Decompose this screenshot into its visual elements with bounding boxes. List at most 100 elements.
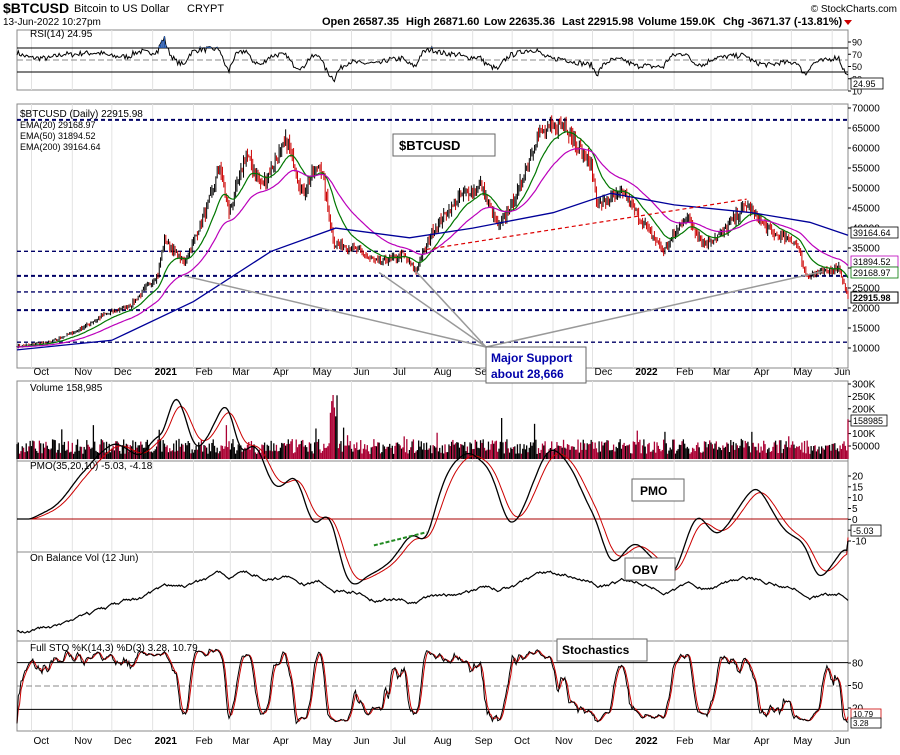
price-tick-label: 45000 — [852, 204, 880, 215]
svg-text:Major Support: Major Support — [491, 351, 572, 365]
month-label: 2021 — [155, 367, 178, 378]
pmo-value-tag: -5.03 — [850, 524, 882, 537]
price-tick-label: 35000 — [852, 244, 880, 255]
chart-date: 13-Jun-2022 10:27pm — [3, 17, 101, 28]
low-value: Low 22635.36 — [484, 16, 555, 28]
month-label: Dec — [114, 367, 132, 378]
volume-tick-label: 300K — [852, 380, 876, 391]
price-legend-main: $BTCUSD (Daily) 22915.98 — [20, 109, 143, 120]
price-tick-label: 10000 — [852, 344, 880, 355]
pmo-line — [17, 398, 849, 585]
svg-text:PMO: PMO — [640, 484, 667, 498]
month-label: Apr — [273, 367, 289, 378]
month-label: Nov — [555, 736, 573, 747]
support-callout-line — [184, 275, 487, 348]
sto-k-line — [16, 648, 849, 725]
price-tick-label: 65000 — [852, 124, 880, 135]
pmo-signal-line — [17, 405, 849, 581]
sto-tick-label: 80 — [852, 659, 864, 670]
rsi-value-tag: 24.95 — [850, 77, 884, 90]
month-label: Nov — [74, 736, 92, 747]
pmo-tick-label: 20 — [852, 472, 864, 483]
svg-text:158985: 158985 — [853, 416, 883, 426]
symbol-title: $BTCUSD — [3, 0, 69, 16]
ema20-line — [16, 131, 849, 348]
pmo-tick-label: 10 — [852, 493, 864, 504]
pmo-tick-label: 15 — [852, 482, 864, 493]
month-label: Apr — [273, 736, 289, 747]
symbol-name: Bitcoin to US Dollar — [74, 3, 170, 15]
svg-text:22915.98: 22915.98 — [853, 293, 891, 303]
month-label: May — [313, 736, 332, 747]
month-label: May — [313, 367, 332, 378]
price-tick-label: 20000 — [852, 304, 880, 315]
price-tick-label: 15000 — [852, 324, 880, 335]
pmo-tick-label: -10 — [852, 537, 867, 548]
price-tick-label: 70000 — [852, 104, 880, 115]
sto-axis: 805020 — [848, 659, 864, 715]
svg-text:-5.03: -5.03 — [853, 526, 874, 536]
sto-d-value-tag: 10.79 — [850, 708, 882, 720]
ema200-line — [16, 192, 849, 351]
volume-value: Volume 159.0K — [638, 16, 715, 28]
svg-text:about 28,666: about 28,666 — [491, 367, 564, 381]
svg-text:39164.64: 39164.64 — [853, 228, 891, 238]
price-legend-ema200: EMA(200) 39164.64 — [20, 142, 101, 152]
pmo-label: PMO(35,20,10) -5.03, -4.18 — [30, 461, 153, 472]
price-tick-label: 55000 — [852, 164, 880, 175]
pmo-tick-label: 0 — [852, 515, 858, 526]
month-label: Jul — [393, 367, 406, 378]
down-arrow-icon — [844, 20, 852, 25]
sto-panel — [16, 648, 849, 725]
panel-frame-obv — [16, 551, 849, 642]
price-tick-label: 60000 — [852, 144, 880, 155]
volume-tick-label: 100K — [852, 429, 876, 440]
obv-line — [16, 570, 849, 634]
high-value: High 26871.60 — [406, 16, 479, 28]
svg-text:31894.52: 31894.52 — [853, 257, 891, 267]
pmo-tick-label: 5 — [852, 504, 858, 515]
obv-panel — [16, 570, 849, 634]
change-value: Chg -3671.37 (-13.81%) — [723, 16, 843, 28]
last-price-tag: 22915.98 — [850, 291, 899, 304]
month-label: May — [793, 736, 812, 747]
last-value: Last 22915.98 — [562, 16, 634, 28]
month-label: Dec — [595, 736, 613, 747]
price-legend: $BTCUSD (Daily) 22915.98 EMA(20) 29168.9… — [20, 109, 143, 152]
resistance-trendline — [426, 198, 747, 250]
svg-text:OBV: OBV — [632, 563, 658, 577]
price-legend-ema50: EMA(50) 31894.52 — [20, 131, 96, 141]
rsi-line — [16, 36, 849, 83]
title-annotation: $BTCUSD — [392, 133, 496, 157]
month-label: Sep — [475, 367, 493, 378]
ema200-value-tag: 39164.64 — [850, 226, 899, 239]
rsi-tick-label: 90 — [852, 38, 862, 48]
svg-text:Stochastics: Stochastics — [562, 643, 630, 657]
stochastics-annotation: Stochastics — [556, 638, 648, 662]
svg-text:10.79: 10.79 — [853, 710, 874, 719]
sto-tick-label: 50 — [852, 681, 864, 692]
month-label: Aug — [434, 367, 452, 378]
month-label: Mar — [713, 367, 731, 378]
month-label: Oct — [33, 736, 49, 747]
price-bars — [16, 115, 849, 349]
month-label: Mar — [232, 367, 250, 378]
ema50-line — [16, 147, 849, 348]
support-callout-line — [378, 271, 487, 348]
symbol-exchange: CRYPT — [187, 3, 224, 15]
month-label: Aug — [434, 736, 452, 747]
svg-text:24.95: 24.95 — [853, 79, 876, 89]
support-callout-line — [415, 270, 487, 348]
svg-text:3.28: 3.28 — [853, 719, 869, 728]
month-label: Mar — [232, 736, 250, 747]
svg-text:$BTCUSD: $BTCUSD — [399, 138, 460, 153]
month-label: Nov — [74, 367, 92, 378]
month-label: May — [793, 367, 812, 378]
month-label: Apr — [754, 367, 770, 378]
volume-tick-label: 250K — [852, 392, 876, 403]
rsi-tick-label: 70 — [852, 50, 862, 60]
pmo-panel — [17, 398, 849, 585]
chart-panels: 9070503010700006500060000550005000045000… — [16, 29, 880, 747]
price-tick-label: 25000 — [852, 284, 880, 295]
